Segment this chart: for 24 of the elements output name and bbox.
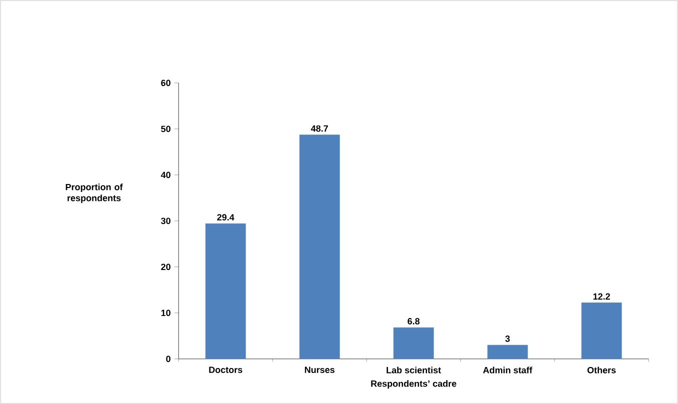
x-axis-title: Respondents’ cadre <box>371 380 456 389</box>
data-label: 48.7 <box>310 125 328 132</box>
x-tick-label: Nurses <box>304 366 334 373</box>
x-tick-label: Others <box>587 366 616 374</box>
x-tick-label: Doctors <box>209 366 242 373</box>
y-axis-title: Proportion of respondents <box>66 184 123 204</box>
y-tick-label: 40 <box>160 172 170 178</box>
y-tick-label: 50 <box>161 126 170 132</box>
y-tick-label: 0 <box>166 356 170 362</box>
bar <box>299 134 340 359</box>
bar <box>487 344 528 359</box>
x-tick-label: Lab scientist <box>386 366 441 374</box>
data-label: 3 <box>505 336 510 342</box>
data-label: 6.8 <box>408 318 420 324</box>
data-label: 12.2 <box>593 293 610 300</box>
y-tick-label: 30 <box>160 218 170 224</box>
y-tick-label: 10 <box>161 310 170 316</box>
y-tick-label: 20 <box>161 264 170 270</box>
bar <box>205 223 246 359</box>
y-tick-label: 60 <box>161 80 170 86</box>
data-label: 29.4 <box>217 214 234 220</box>
bar <box>393 327 434 359</box>
bar <box>581 302 622 359</box>
x-tick-label: Admin staff <box>483 366 532 374</box>
